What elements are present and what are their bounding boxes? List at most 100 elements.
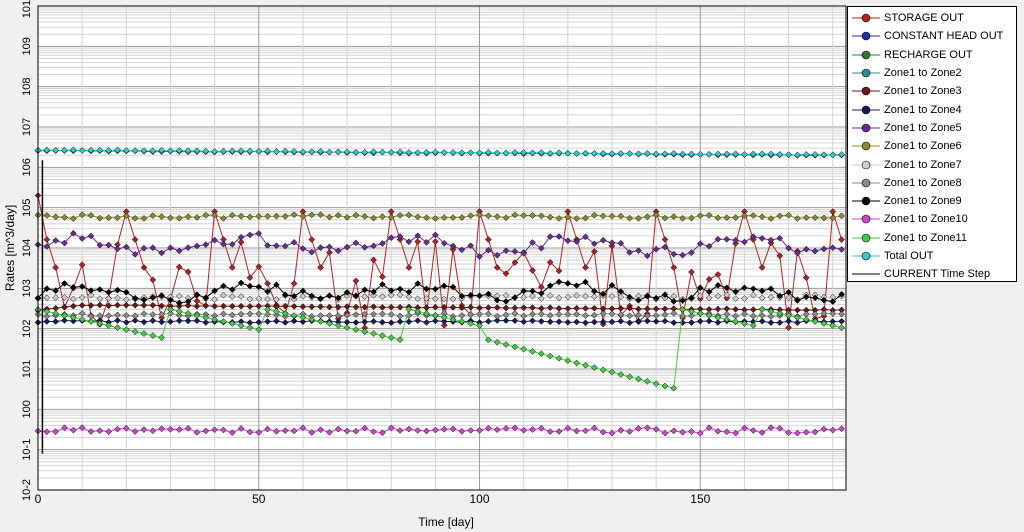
- data-point: [140, 264, 148, 271]
- data-point: [343, 214, 351, 221]
- data-point: [511, 248, 519, 255]
- data-point: [555, 149, 563, 157]
- data-point: [96, 146, 104, 154]
- data-point: [537, 350, 545, 358]
- data-point: [326, 292, 333, 300]
- data-point: [688, 150, 695, 158]
- data-point: [502, 298, 510, 305]
- data-point: [167, 147, 174, 155]
- data-point: [696, 429, 704, 437]
- data-point: [237, 302, 245, 310]
- data-point: [440, 295, 448, 303]
- data-point: [670, 384, 678, 392]
- data-point: [405, 288, 413, 296]
- data-point: [61, 424, 68, 432]
- data-point: [131, 251, 139, 258]
- data-point: [414, 232, 422, 240]
- data-point: [396, 285, 404, 293]
- data-point: [246, 213, 254, 221]
- data-point: [317, 318, 324, 325]
- data-point: [829, 322, 837, 329]
- data-point: [264, 212, 271, 220]
- data-point: [405, 211, 413, 219]
- data-point: [714, 150, 722, 158]
- data-point: [61, 146, 68, 154]
- data-point: [184, 302, 192, 309]
- data-point: [485, 212, 492, 220]
- data-point: [273, 148, 280, 155]
- data-point: [829, 244, 837, 252]
- data-point: [820, 310, 828, 317]
- data-point: [838, 290, 845, 298]
- data-point: [705, 294, 713, 302]
- data-point: [149, 147, 157, 155]
- data-point: [449, 295, 457, 303]
- data-point: [467, 427, 475, 434]
- data-point: [529, 149, 536, 157]
- data-point: [749, 233, 757, 241]
- legend-marker: [852, 50, 880, 60]
- data-point: [175, 263, 183, 271]
- data-point: [493, 426, 501, 434]
- data-point: [317, 244, 324, 252]
- data-point: [175, 426, 183, 433]
- data-point: [78, 211, 86, 219]
- data-point: [255, 283, 263, 291]
- data-point: [582, 304, 589, 312]
- data-point: [643, 293, 651, 300]
- data-point: [220, 310, 227, 318]
- data-point: [732, 305, 739, 313]
- data-point: [370, 242, 377, 250]
- data-point: [379, 332, 386, 339]
- data-point: [237, 147, 245, 155]
- data-point: [211, 211, 218, 219]
- data-point: [758, 150, 766, 158]
- data-point: [158, 318, 165, 326]
- data-point: [714, 427, 722, 435]
- data-point: [546, 149, 554, 157]
- data-point: [414, 213, 422, 221]
- data-point: [175, 292, 183, 300]
- data-point: [476, 310, 483, 318]
- data-point: [564, 357, 572, 365]
- data-point: [184, 298, 192, 305]
- legend-marker: [852, 32, 880, 41]
- data-point: [714, 292, 722, 300]
- data-point: [511, 211, 519, 219]
- data-point: [370, 288, 377, 296]
- legend-item: CURRENT Time Step: [848, 265, 1016, 283]
- data-point: [308, 429, 316, 436]
- data-point: [184, 213, 192, 221]
- data-point: [741, 295, 748, 302]
- data-point: [785, 312, 792, 319]
- data-point: [131, 328, 139, 335]
- data-point: [387, 213, 395, 221]
- data-point: [661, 236, 669, 243]
- data-point: [193, 147, 201, 155]
- data-point: [167, 310, 174, 317]
- data-point: [87, 302, 95, 309]
- data-point: [741, 151, 748, 158]
- data-point: [334, 303, 342, 311]
- data-point: [52, 264, 60, 271]
- data-point: [264, 288, 271, 296]
- data-point: [69, 229, 77, 237]
- data-point: [546, 282, 554, 289]
- data-point: [193, 214, 201, 221]
- data-point: [432, 303, 439, 311]
- data-point: [352, 326, 360, 333]
- legend-marker: [852, 215, 880, 224]
- data-point: [696, 284, 704, 292]
- data-point: [122, 212, 130, 220]
- data-point: [635, 296, 642, 304]
- data-point: [361, 148, 369, 156]
- data-point: [723, 316, 731, 323]
- data-point: [546, 258, 554, 266]
- data-point: [590, 293, 598, 301]
- data-point: [273, 281, 280, 289]
- data-point: [246, 303, 254, 310]
- data-point: [140, 296, 148, 304]
- data-point: [635, 214, 642, 222]
- data-point: [811, 151, 819, 158]
- data-point: [529, 310, 536, 318]
